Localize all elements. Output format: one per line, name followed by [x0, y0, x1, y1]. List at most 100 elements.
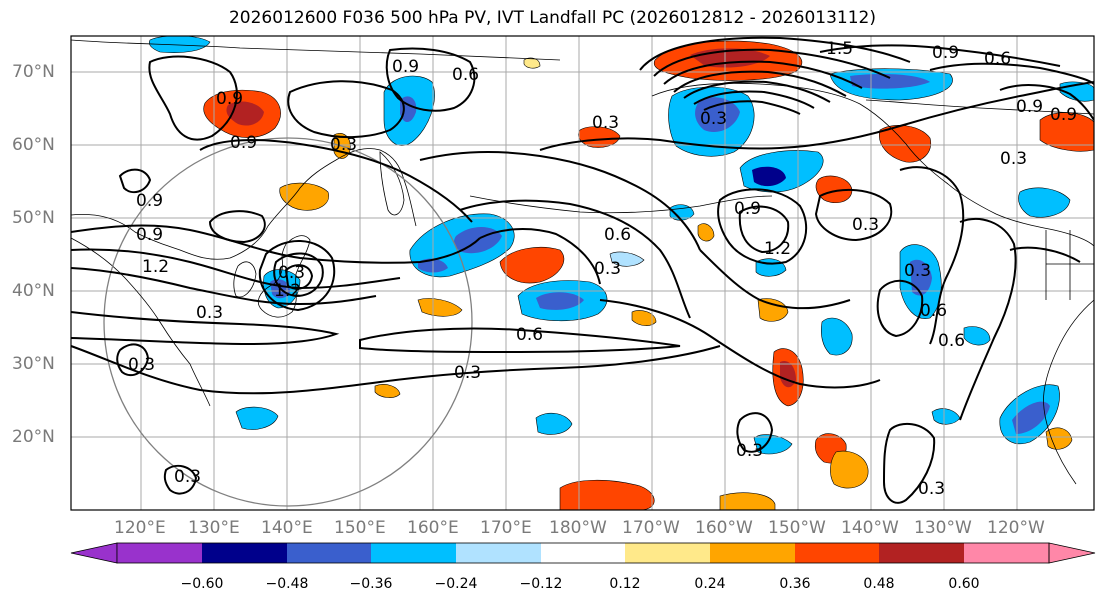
pv-positive-region — [499, 247, 565, 284]
colorbar-extend-max — [1048, 542, 1096, 564]
contour-label: 1.2 — [274, 281, 301, 301]
lon-label: 160°E — [407, 518, 459, 538]
contour-line — [71, 267, 377, 306]
colorbar-segment — [964, 543, 1049, 563]
contour-line — [385, 47, 476, 112]
lon-label: 130°W — [914, 518, 972, 538]
coastlines — [71, 39, 1094, 485]
contour-label: 0.3 — [594, 259, 621, 279]
contour-label: 0.3 — [196, 303, 223, 323]
contour-line — [148, 55, 238, 141]
colorbar-tick-label: −0.36 — [349, 576, 393, 592]
coastline-arctic — [71, 39, 561, 61]
contour-line — [653, 48, 891, 79]
pv-negative-region — [1018, 187, 1071, 218]
colorbar-tick-label: 0.36 — [779, 576, 811, 592]
contour-label: 0.9 — [392, 57, 419, 77]
contour-line — [71, 224, 481, 264]
coastline-northamerica — [1043, 299, 1094, 485]
contour-line — [693, 90, 815, 109]
contour-line — [999, 84, 1094, 121]
colorbar-segment — [117, 543, 202, 563]
pv-negative-region — [235, 406, 279, 430]
contour-line — [703, 100, 801, 115]
contour-line — [882, 422, 936, 504]
contour-label: 1.5 — [826, 39, 853, 59]
pv-positive-region — [757, 298, 789, 322]
contour-line — [71, 248, 401, 290]
contour-line — [639, 36, 911, 71]
coastline-asia — [71, 148, 417, 260]
contour-line — [539, 81, 1094, 151]
contour-labels: 0.9 0.6 1.5 0.9 0.6 0.9 0.9 0.3 0.3 0.9 … — [128, 39, 1077, 499]
pv-positive-region — [815, 175, 853, 203]
pv-positive-region — [417, 298, 463, 317]
contour-label: 0.3 — [454, 363, 481, 383]
coastline-canada — [865, 99, 1094, 115]
colorbar-segment — [287, 543, 371, 563]
contour-label: 0.3 — [1000, 149, 1027, 169]
lat-label: 40°N — [12, 281, 55, 301]
contour-label: 0.9 — [932, 43, 959, 63]
contour-line — [738, 205, 790, 254]
contour-label: 0.3 — [592, 113, 619, 133]
pv-negative-region — [820, 317, 853, 356]
colorbar-tick-label: −0.60 — [180, 576, 224, 592]
pv-positive-region — [559, 479, 655, 510]
colorbar-segment — [879, 543, 964, 563]
pv-positive-region — [719, 492, 776, 510]
ivt-contours — [71, 36, 1094, 504]
contour-line — [663, 60, 863, 89]
colorbar-tick-label: −0.24 — [434, 576, 478, 592]
colorbar-tick-label: 0.24 — [694, 576, 726, 592]
lat-label: 50°N — [12, 208, 55, 228]
lon-label: 180°W — [549, 518, 607, 538]
lon-label: 120°W — [987, 518, 1045, 538]
pv-negative-region — [850, 74, 930, 89]
contour-line — [118, 168, 152, 194]
colorbar-tick-label: −0.48 — [265, 576, 309, 592]
colorbar-segment — [202, 543, 287, 563]
contour-line — [673, 70, 847, 97]
landfall-circle — [103, 137, 473, 507]
contour-line — [959, 218, 1017, 421]
lon-label: 120°E — [114, 518, 166, 538]
contour-line — [419, 150, 701, 251]
contour-label: 0.9 — [216, 89, 243, 109]
pv-negative-region — [1012, 401, 1050, 434]
pv-negative-region — [536, 292, 584, 310]
contour-line — [71, 345, 721, 395]
contour-label: 0.9 — [1050, 105, 1077, 125]
contour-label: 0.6 — [938, 331, 965, 351]
colorbar-tick-label: −0.12 — [519, 576, 563, 592]
contour-line — [258, 240, 336, 312]
contour-label: 0.9 — [230, 133, 257, 153]
contour-line — [819, 44, 1061, 67]
contour-label: 0.3 — [174, 467, 201, 487]
colorbar-segment — [795, 543, 879, 563]
contour-line — [71, 311, 340, 346]
pv-positive-region — [523, 57, 541, 69]
coastline-asia — [71, 237, 211, 407]
colorbar-frame — [116, 542, 1050, 564]
colorbar-segment — [456, 543, 541, 563]
pv-positive-region — [879, 125, 932, 163]
coastline-aleutians — [469, 195, 773, 214]
contour-label: 1.2 — [764, 239, 791, 259]
contour-line — [163, 464, 198, 495]
contour-label: 0.3 — [852, 215, 879, 235]
colorbar-segment — [625, 543, 710, 563]
graticule — [71, 36, 1094, 510]
contour-label: 1.2 — [142, 257, 169, 277]
contour-line — [359, 327, 681, 354]
contour-line — [287, 80, 405, 139]
lat-label: 60°N — [12, 135, 55, 155]
pv-negative-region — [753, 434, 793, 455]
lon-label: 170°E — [480, 518, 532, 538]
contour-line — [876, 280, 924, 338]
contour-line — [683, 80, 831, 103]
contour-label: 0.6 — [452, 65, 479, 85]
coastline-korea — [233, 261, 257, 298]
pv-shading — [149, 36, 1094, 510]
map-title: 2026012600 F036 500 hPa PV, IVT Landfall… — [228, 8, 876, 28]
